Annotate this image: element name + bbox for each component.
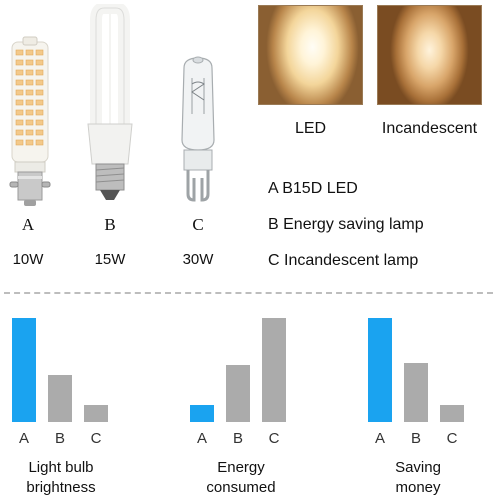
category-label-b: B bbox=[232, 430, 243, 447]
led-photo-label: LED bbox=[294, 120, 327, 137]
brightness-chart: A B C bbox=[12, 318, 122, 447]
bar-c bbox=[440, 405, 464, 422]
bulb-a-letter: A bbox=[21, 215, 35, 234]
category-label-a: A bbox=[196, 430, 207, 447]
brightness-caption-line2: brightness bbox=[26, 479, 96, 496]
bar-a bbox=[12, 318, 36, 422]
category-label-a: A bbox=[18, 430, 29, 447]
bar-b bbox=[404, 363, 428, 422]
category-label-a: A bbox=[374, 430, 385, 447]
incandescent-glow-photo bbox=[377, 5, 482, 105]
bar-a bbox=[190, 405, 214, 422]
category-label-c: C bbox=[268, 430, 280, 447]
halogen-bulb-image bbox=[170, 54, 226, 204]
energy-saving-bulb-image bbox=[82, 4, 138, 204]
brightness-caption-line1: Light bulb bbox=[28, 459, 94, 476]
saving-caption: Saving money bbox=[357, 458, 479, 498]
bulb-b-wattage: 15W bbox=[94, 251, 126, 268]
led-bulb-image bbox=[6, 36, 54, 208]
category-label-c: C bbox=[90, 430, 102, 447]
bar-c bbox=[262, 318, 286, 422]
energy-caption-line1: Energy bbox=[217, 459, 265, 476]
energy-caption: Energy consumed bbox=[180, 458, 302, 498]
saving-caption-line2: money bbox=[395, 479, 441, 496]
bulb-a-wattage: 10W bbox=[12, 251, 44, 268]
legend-a: A B15D LED bbox=[268, 180, 358, 197]
bar-b bbox=[226, 365, 250, 422]
legend-b: B Energy saving lamp bbox=[268, 216, 424, 233]
bulb-c-letter: C bbox=[192, 215, 204, 234]
saving-chart: A B C bbox=[368, 318, 478, 447]
bar-b bbox=[48, 375, 72, 422]
legend-c: C Incandescent lamp bbox=[268, 252, 419, 269]
led-glow-photo bbox=[258, 5, 363, 105]
bulb-b-letter: B bbox=[104, 215, 116, 234]
brightness-caption: Light bulb brightness bbox=[0, 458, 122, 498]
section-divider bbox=[4, 292, 493, 294]
incandescent-photo-label: Incandescent bbox=[381, 120, 478, 137]
bar-a bbox=[368, 318, 392, 422]
saving-caption-line1: Saving bbox=[395, 459, 441, 476]
category-label-b: B bbox=[54, 430, 65, 447]
category-label-c: C bbox=[446, 430, 458, 447]
bar-c bbox=[84, 405, 108, 422]
bulb-c-wattage: 30W bbox=[182, 251, 214, 268]
category-label-b: B bbox=[410, 430, 421, 447]
energy-chart: A B C bbox=[190, 318, 300, 447]
energy-caption-line2: consumed bbox=[206, 479, 276, 496]
